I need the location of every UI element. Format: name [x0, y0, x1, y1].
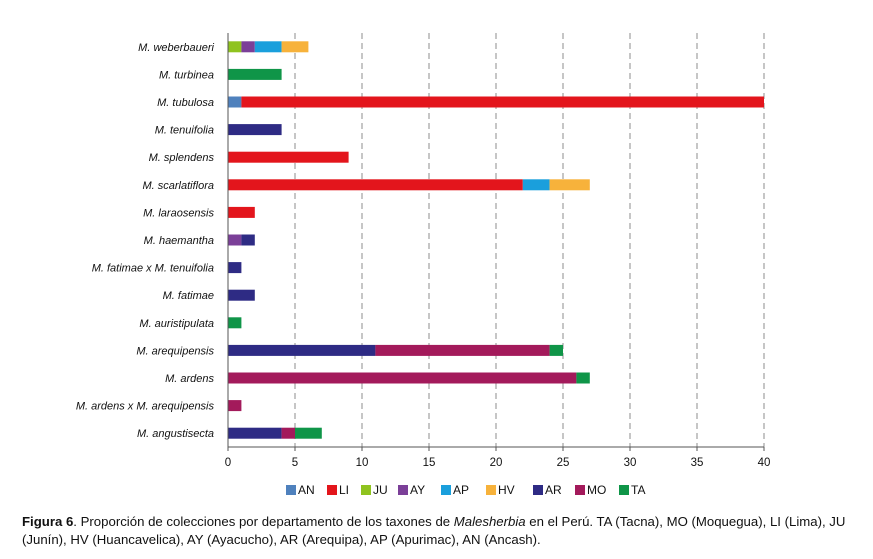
bar-segment-mo [228, 372, 577, 384]
bar-segment-ar [228, 289, 255, 301]
caption-label: Figura 6 [22, 514, 74, 529]
caption-genus: Malesherbia [453, 514, 526, 529]
category-label: M. fatimae x M. tenuifolia [92, 263, 214, 275]
bar-segment-ar [228, 124, 282, 136]
x-tick-label: 5 [292, 457, 298, 469]
bar-segment-hv [281, 41, 309, 53]
caption-text-before: . Proporción de colecciones por departam… [73, 514, 454, 529]
legend-swatch-mo [575, 485, 585, 495]
legend-label-li: LI [339, 483, 349, 497]
bar-segment-ju [228, 41, 242, 53]
category-label: M. ardens [165, 373, 214, 385]
bar-segment-ta [295, 427, 322, 439]
bar-segment-li [228, 206, 255, 218]
caption-text-after: en el Perú. TA (Tacna), MO (Moquegua), L… [22, 514, 846, 547]
figure-caption: Figura 6. Proporción de colecciones por … [22, 513, 862, 549]
legend-label-hv: HV [498, 483, 515, 497]
legend-label-an: AN [298, 483, 315, 497]
legend-swatch-an [286, 485, 296, 495]
category-label: M. arequipensis [136, 345, 214, 357]
legend-label-ju: JU [373, 483, 388, 497]
bar-segment-mo [228, 400, 242, 412]
x-tick-label: 35 [691, 457, 704, 469]
x-tick-label: 0 [225, 457, 231, 469]
x-tick-label: 30 [624, 457, 637, 469]
legend-label-ta: TA [631, 483, 645, 497]
x-tick-label: 40 [758, 457, 771, 469]
category-label: M. ardens x M. arequipensis [76, 401, 215, 413]
legend-swatch-ta [619, 485, 629, 495]
category-label: M. scarlatiflora [142, 180, 214, 192]
legend-label-ap: AP [453, 483, 469, 497]
bar-segment-ar [241, 234, 255, 246]
x-tick-label: 15 [423, 457, 436, 469]
category-label: M. laraosensis [143, 207, 214, 219]
x-tick-label: 25 [557, 457, 570, 469]
legend-swatch-li [327, 485, 337, 495]
bar-segment-ta [228, 317, 242, 329]
bar-segment-ar [228, 427, 282, 439]
bar-segment-ap [254, 41, 282, 53]
legend-label-mo: MO [587, 483, 606, 497]
bar-segment-li [228, 179, 523, 191]
category-label: M. tenuifolia [155, 125, 214, 137]
bar-segment-ay [228, 234, 242, 246]
x-tick-label: 20 [490, 457, 503, 469]
bar-segment-hv [549, 179, 590, 191]
legend-swatch-ju [361, 485, 371, 495]
bar-segment-mo [281, 427, 295, 439]
bar-segment-ay [241, 41, 255, 53]
category-label: M. angustisecta [137, 428, 214, 440]
bar-segment-ta [549, 344, 563, 356]
category-label: M. fatimae [163, 290, 214, 302]
stacked-bar-chart: M. weberbaueri M. turbinea M. tubulosa M. t… [76, 33, 771, 497]
category-label: M. tubulosa [157, 97, 214, 109]
legend-swatch-ar [533, 485, 543, 495]
bar-segment-ar [228, 262, 242, 274]
category-label: M. splendens [149, 152, 215, 164]
category-label: M. turbinea [159, 69, 214, 81]
legend-swatch-hv [486, 485, 496, 495]
category-label: M. weberbaueri [138, 42, 214, 54]
legend-label-ay: AY [410, 483, 425, 497]
category-label: M. haemantha [144, 235, 214, 247]
legend-swatch-ay [398, 485, 408, 495]
legend-swatch-ap [441, 485, 451, 495]
x-tick-label: 10 [356, 457, 369, 469]
bar-segment-ap [522, 179, 550, 191]
bar-segment-li [241, 96, 764, 108]
bar-segment-ar [228, 344, 376, 356]
bar-segment-ta [576, 372, 590, 384]
bar-segment-mo [375, 344, 550, 356]
bar-segment-ta [228, 68, 282, 80]
legend-label-ar: AR [545, 483, 562, 497]
category-label: M. auristipulata [139, 318, 214, 330]
bar-segment-li [228, 151, 349, 163]
bar-segment-an [228, 96, 242, 108]
